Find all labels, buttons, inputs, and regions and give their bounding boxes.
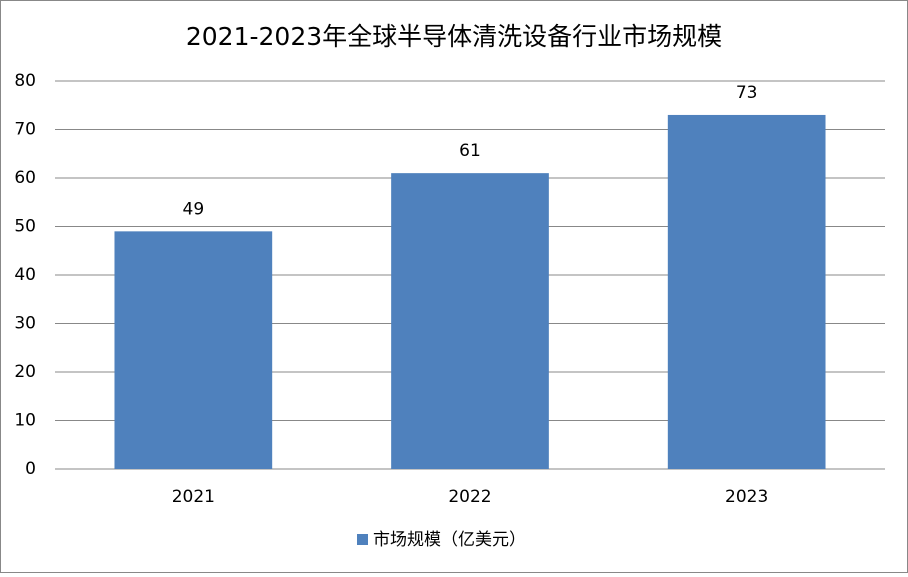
y-tick-label: 20 [14,362,36,382]
data-label: 49 [183,199,205,219]
y-tick-label: 80 [14,71,36,91]
bar [114,231,273,469]
chart-title: 2021-2023年全球半导体清洗设备行业市场规模 [186,22,722,51]
y-tick-label: 50 [14,217,36,237]
y-tick-label: 30 [14,314,36,334]
bar [391,173,549,469]
data-label: 73 [736,83,758,103]
bar [667,114,826,469]
legend-swatch [357,534,368,545]
x-tick-label: 2023 [725,487,768,507]
y-tick-label: 40 [14,265,36,285]
data-label: 61 [459,141,481,161]
y-tick-label: 70 [14,120,36,140]
y-tick-label: 10 [14,411,36,431]
legend-label: 市场规模（亿美元） [373,530,526,550]
x-tick-label: 2022 [448,487,491,507]
y-tick-label: 60 [14,168,36,188]
y-tick-label: 0 [25,459,36,479]
x-tick-label: 2021 [172,487,215,507]
